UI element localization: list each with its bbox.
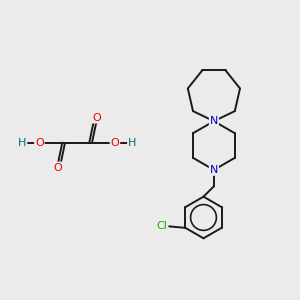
Text: Cl: Cl xyxy=(156,221,167,231)
Text: N: N xyxy=(210,165,218,175)
Text: H: H xyxy=(18,138,26,148)
Text: O: O xyxy=(35,138,44,148)
Text: O: O xyxy=(53,163,62,172)
Text: N: N xyxy=(210,116,218,126)
Text: O: O xyxy=(92,112,101,123)
Text: O: O xyxy=(111,138,119,148)
Text: H: H xyxy=(128,138,136,148)
